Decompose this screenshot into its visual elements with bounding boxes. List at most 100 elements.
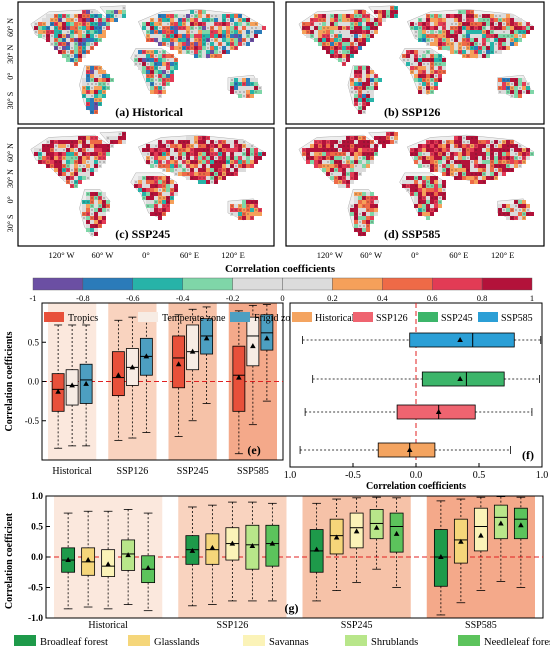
significance-dot (159, 189, 161, 191)
map-cell (530, 90, 534, 94)
map-cell (322, 140, 326, 144)
significance-dot (107, 137, 109, 139)
map-cell (162, 90, 166, 94)
map-panel-label: (d) SSP585 (384, 227, 440, 241)
map-cell (218, 144, 222, 148)
significance-dot (83, 87, 85, 89)
significance-dot (91, 153, 93, 155)
significance-dot (203, 149, 205, 151)
significance-dot (431, 63, 433, 65)
significance-dot (135, 59, 137, 61)
significance-dot (351, 27, 353, 29)
map-cell (142, 54, 146, 58)
map-cell (102, 18, 106, 22)
significance-dot (355, 103, 357, 105)
map-cell (474, 18, 478, 22)
significance-dot (95, 23, 97, 25)
significance-dot (495, 27, 497, 29)
significance-dot (231, 43, 233, 45)
map-cell (190, 38, 194, 42)
significance-dot (415, 149, 417, 151)
map-cell (162, 192, 166, 196)
map-cell (38, 22, 42, 26)
map-cell (366, 164, 370, 168)
significance-dot (435, 63, 437, 65)
map-cell (486, 172, 490, 176)
map-cell (62, 160, 66, 164)
significance-dot (211, 181, 213, 183)
significance-dot (103, 197, 105, 199)
lon-tick-label: 60° W (360, 250, 382, 260)
significance-dot (359, 75, 361, 77)
significance-dot (507, 213, 509, 215)
box-body (409, 332, 515, 348)
map-cell (482, 140, 486, 144)
map-cell (70, 34, 74, 38)
significance-dot (355, 217, 357, 219)
legend-swatch (138, 312, 158, 322)
legend-label: Needleleaf forest (484, 637, 550, 648)
map-cell (318, 14, 322, 18)
significance-dot (359, 67, 361, 69)
map-cell (446, 144, 450, 148)
map-cell (350, 172, 354, 176)
map-cell (214, 42, 218, 46)
map-cell (422, 188, 426, 192)
map-cell (454, 140, 458, 144)
significance-dot (359, 173, 361, 175)
map-cell (222, 42, 226, 46)
map-cell (494, 156, 498, 160)
significance-dot (495, 51, 497, 53)
map-cell (494, 46, 498, 50)
legend-swatch (44, 312, 64, 322)
map-cell (442, 62, 446, 66)
map-cell (222, 152, 226, 156)
significance-dot (527, 83, 529, 85)
map-cell (114, 136, 118, 140)
significance-dot (447, 169, 449, 171)
map-cell (154, 50, 158, 54)
map-cell (254, 78, 258, 82)
map-cell (94, 212, 98, 216)
map-cell (170, 74, 174, 78)
significance-dot (447, 157, 449, 159)
significance-dot (99, 99, 101, 101)
significance-dot (163, 27, 165, 29)
map-cell (154, 160, 158, 164)
map-cell (190, 34, 194, 38)
significance-dot (351, 55, 353, 57)
map-cell (410, 180, 414, 184)
map-cell (138, 184, 142, 188)
map-cell (446, 26, 450, 30)
significance-dot (47, 161, 49, 163)
significance-dot (339, 165, 341, 167)
map-cell (198, 46, 202, 50)
map-cell (246, 148, 250, 152)
significance-dot (255, 205, 257, 207)
significance-dot (251, 27, 253, 29)
map-cell (506, 42, 510, 46)
map-cell (118, 14, 122, 18)
mean-marker (115, 372, 122, 378)
significance-dot (199, 177, 201, 179)
significance-dot (367, 149, 369, 151)
significance-dot (147, 35, 149, 37)
map-cell (170, 18, 174, 22)
significance-dot (371, 141, 373, 143)
significance-dot (363, 153, 365, 155)
map-cell (174, 46, 178, 50)
map-cell (62, 176, 66, 180)
significance-dot (71, 51, 73, 53)
map-cell (366, 228, 370, 232)
significance-dot (95, 225, 97, 227)
significance-dot (367, 209, 369, 211)
map-cell (206, 54, 210, 58)
significance-dot (191, 169, 193, 171)
map-cell (166, 168, 170, 172)
map-cell (226, 148, 230, 152)
significance-dot (239, 35, 241, 37)
significance-dot (407, 51, 409, 53)
map-cell (94, 10, 98, 14)
significance-dot (523, 157, 525, 159)
significance-dot (351, 79, 353, 81)
